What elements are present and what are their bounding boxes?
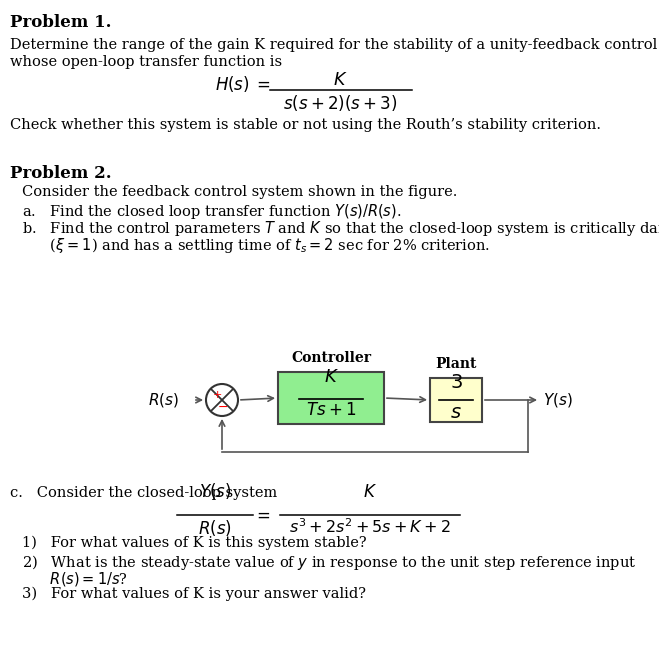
Text: Check whether this system is stable or not using the Routh’s stability criterion: Check whether this system is stable or n… [10, 118, 601, 132]
Text: $-$: $-$ [217, 399, 229, 413]
Text: $s$: $s$ [450, 404, 462, 422]
Text: $Ts + 1$: $Ts + 1$ [306, 402, 356, 419]
Text: whose open-loop transfer function is: whose open-loop transfer function is [10, 55, 282, 69]
Text: $Y(s)$: $Y(s)$ [543, 391, 573, 409]
Text: $R(s) = 1/s$?: $R(s) = 1/s$? [22, 570, 128, 588]
Text: $s(s + 2)(s + 3)$: $s(s + 2)(s + 3)$ [283, 93, 397, 113]
Text: $R(s)$: $R(s)$ [198, 518, 232, 538]
Text: $K$: $K$ [333, 72, 347, 89]
Text: $Y(s)$: $Y(s)$ [199, 481, 231, 501]
Text: $3$: $3$ [449, 374, 463, 392]
Text: $+$: $+$ [212, 389, 222, 400]
Text: $K$: $K$ [363, 484, 377, 501]
Text: ($\xi = 1$) and has a settling time of $t_s = 2$ sec for 2% criterion.: ($\xi = 1$) and has a settling time of $… [22, 236, 490, 255]
Text: Determine the range of the gain K required for the stability of a unity-feedback: Determine the range of the gain K requir… [10, 38, 659, 52]
Text: 1)   For what values of K is this system stable?: 1) For what values of K is this system s… [22, 536, 366, 551]
Text: Controller: Controller [291, 351, 371, 365]
Text: Plant: Plant [436, 357, 476, 371]
Text: b.   Find the control parameters $T$ and $K$ so that the closed-loop system is c: b. Find the control parameters $T$ and $… [22, 219, 659, 238]
Text: $H(s)\;=$: $H(s)\;=$ [215, 74, 271, 94]
Bar [430, 378, 482, 422]
Text: c.   Consider the closed-loop system: c. Consider the closed-loop system [10, 486, 277, 500]
Text: Problem 1.: Problem 1. [10, 14, 111, 31]
Text: a.   Find the closed loop transfer function $Y(s)/R(s)$.: a. Find the closed loop transfer functio… [22, 202, 401, 221]
Text: $=$: $=$ [253, 507, 271, 523]
Text: $R(s)$: $R(s)$ [148, 391, 179, 409]
Text: $K$: $K$ [324, 368, 339, 386]
Text: $s^3 + 2s^2 + 5s + K + 2$: $s^3 + 2s^2 + 5s + K + 2$ [289, 518, 451, 537]
Bar [278, 372, 384, 424]
Text: 2)   What is the steady-state value of $y$ in response to the unit step referenc: 2) What is the steady-state value of $y$… [22, 553, 637, 572]
Text: Problem 2.: Problem 2. [10, 165, 111, 182]
Text: Consider the feedback control system shown in the figure.: Consider the feedback control system sho… [22, 185, 457, 199]
Text: 3)   For what values of K is your answer valid?: 3) For what values of K is your answer v… [22, 587, 366, 602]
